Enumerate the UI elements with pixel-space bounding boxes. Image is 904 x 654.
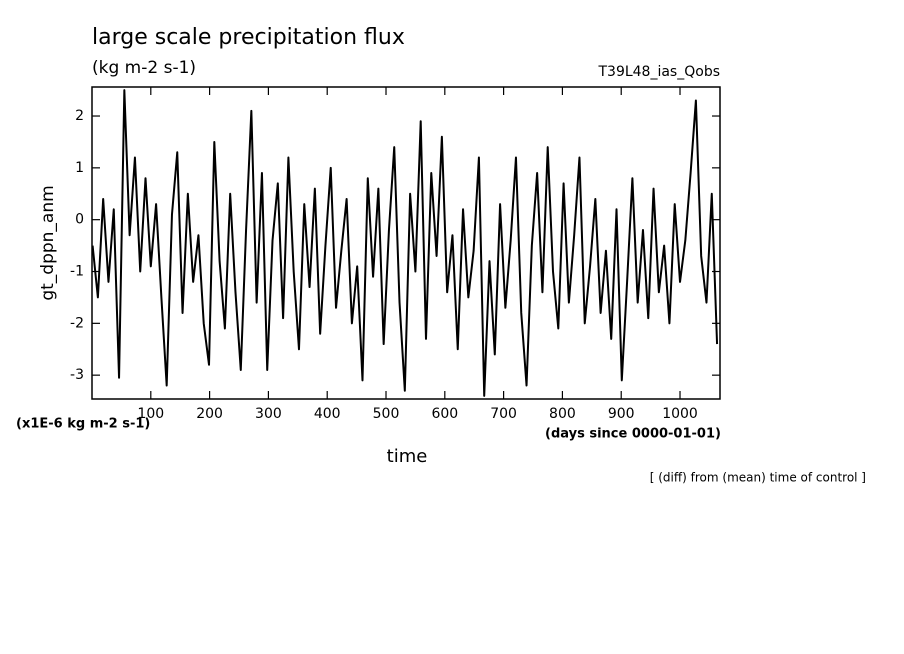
y-axis-label: gt_dppn_anm	[38, 185, 58, 300]
x-tick-label: 800	[549, 406, 576, 422]
y-tick-label: 0	[75, 212, 84, 228]
chart-subtitle: (kg m-2 s-1)	[92, 58, 196, 78]
x-tick-label: 700	[490, 406, 517, 422]
y-tick-label: 1	[75, 160, 84, 176]
plot-frame	[91, 86, 721, 400]
x-tick-label: 300	[255, 406, 282, 422]
y-tick-label: -3	[70, 367, 84, 383]
y-unit: (x1E-6 kg m-2 s-1)	[16, 417, 150, 432]
x-tick-label: 100	[137, 406, 164, 422]
x-tick-label: 200	[196, 406, 223, 422]
x-tick-label: 400	[314, 406, 341, 422]
x-axis-label: time	[387, 446, 428, 467]
y-tick-label: 2	[75, 108, 84, 124]
y-tick-label: -2	[70, 315, 84, 331]
note: [ (diff) from (mean) time of control ]	[650, 471, 866, 485]
x-unit: (days since 0000-01-01)	[545, 427, 721, 442]
x-tick-label: 500	[373, 406, 400, 422]
data-line	[91, 89, 719, 397]
chart-title: large scale precipitation flux	[92, 25, 405, 50]
x-tick-label: 1000	[662, 406, 698, 422]
x-tick-label: 600	[431, 406, 458, 422]
x-tick-label: 900	[608, 406, 635, 422]
experiment-label: T39L48_ias_Qobs	[597, 64, 720, 80]
y-tick-label: -1	[70, 264, 84, 280]
